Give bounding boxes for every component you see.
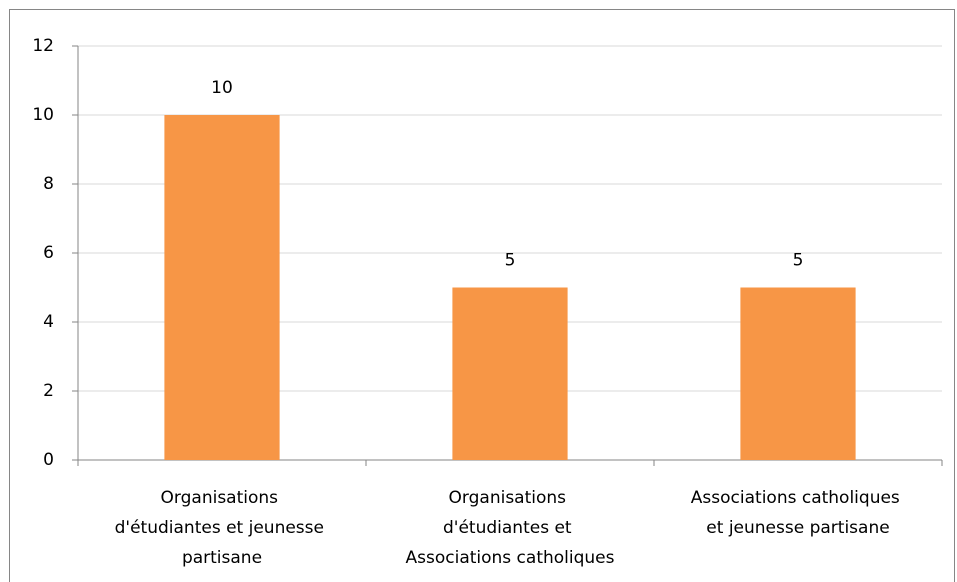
bar — [164, 115, 280, 460]
y-tick-label: 6 — [43, 243, 54, 263]
y-tick-label: 4 — [43, 312, 54, 332]
x-tick-label: Organisations d'étudiantes et jeunesse p… — [115, 488, 330, 568]
bar — [740, 287, 856, 460]
y-tick-label: 0 — [43, 450, 54, 470]
bar — [452, 287, 568, 460]
y-tick-label: 12 — [32, 36, 54, 56]
data-label: 5 — [793, 251, 804, 271]
y-tick-label: 8 — [43, 174, 54, 194]
data-label: 5 — [505, 251, 516, 271]
x-tick-label: Organisations d'étudiantes et Associatio… — [406, 488, 615, 568]
data-label: 10 — [211, 78, 233, 98]
x-tick-label: Associations catholiques et jeunesse par… — [691, 488, 905, 538]
y-tick-label: 2 — [43, 381, 54, 401]
y-tick-label: 10 — [32, 105, 54, 125]
